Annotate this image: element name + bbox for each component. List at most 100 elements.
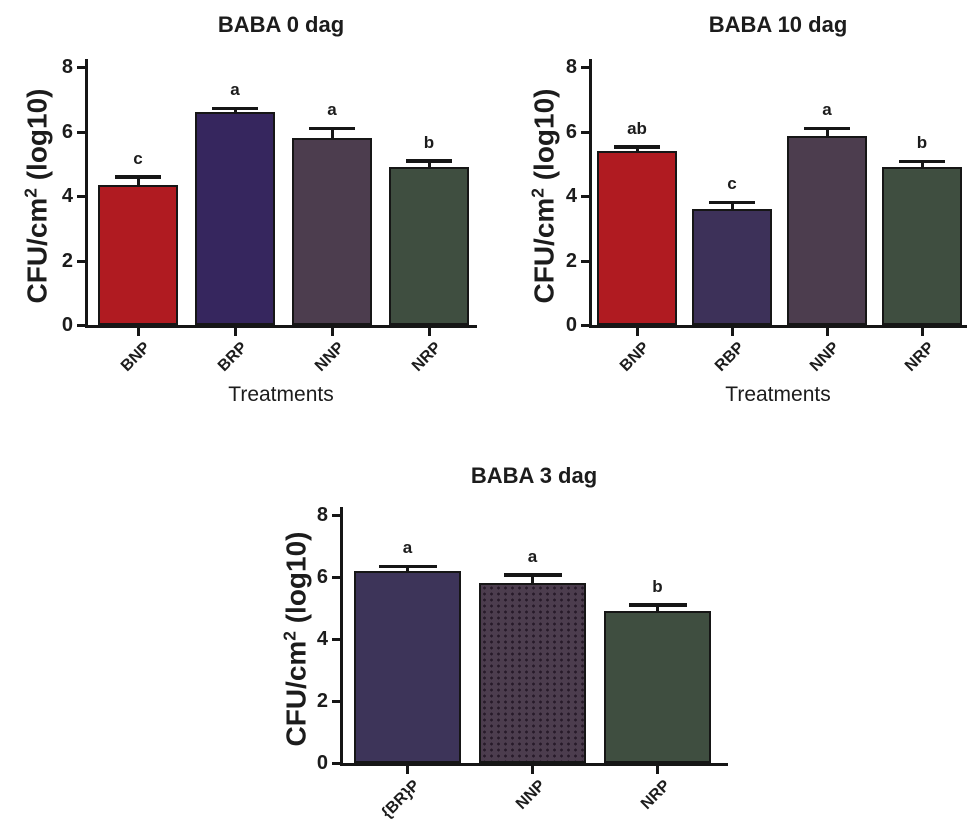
significance-letter: b — [423, 132, 435, 152]
error-bar-cap — [899, 159, 945, 164]
y-axis-line — [589, 59, 592, 328]
x-category-label: NRP — [409, 339, 446, 375]
error-bar-stem — [825, 128, 829, 137]
y-tick-mark — [77, 66, 85, 69]
bar-{BR}P — [354, 570, 461, 763]
y-tick-label: 8 — [316, 504, 328, 526]
y-axis-line — [85, 59, 88, 328]
significance-letter: c — [133, 148, 143, 168]
x-category-label: {BR}P — [378, 777, 424, 822]
y-tick-label: 0 — [316, 752, 328, 774]
y-tick-mark — [332, 700, 340, 703]
bar-NNP — [479, 583, 586, 763]
y-tick-mark — [332, 514, 340, 517]
bar-BRP — [195, 112, 275, 325]
y-tick-mark — [581, 195, 589, 198]
x-category-label: NNP — [807, 339, 844, 375]
x-tick-mark — [233, 328, 237, 336]
x-tick-mark — [427, 328, 431, 336]
bar-BNP — [597, 150, 677, 325]
x-category-label: NRP — [637, 777, 674, 813]
y-tick-label: 4 — [316, 628, 328, 650]
x-axis-line — [85, 325, 477, 328]
x-category-label: NNP — [312, 339, 349, 375]
error-bar-cap — [614, 145, 660, 149]
error-bar-stem — [330, 128, 334, 138]
y-tick-label: 2 — [565, 249, 577, 272]
x-tick-mark — [330, 328, 334, 336]
error-bar-stem — [427, 160, 431, 167]
error-bar-cap — [804, 126, 850, 131]
error-bar-stem — [406, 566, 409, 571]
x-axis-title: Treatments — [228, 383, 334, 406]
y-tick-mark — [77, 324, 85, 327]
y-tick-label: 8 — [61, 56, 73, 78]
y-tick-mark — [77, 130, 85, 134]
error-bar-cap — [378, 564, 437, 569]
chart-title: BABA 3 dag — [470, 463, 598, 488]
y-tick-label: 6 — [61, 120, 73, 143]
chart-baba-10-dag: BABA 10 dag CFU/cm2 (log10) 0 2 4 6 8 ab BNP c R… — [489, 0, 978, 420]
error-bar-cap — [212, 106, 258, 111]
y-tick-mark — [77, 259, 85, 263]
y-tick-label: 2 — [316, 690, 328, 712]
x-category-label: BNP — [617, 339, 654, 375]
error-bar-cap — [309, 126, 355, 131]
x-tick-mark — [635, 328, 639, 336]
y-tick-label: 6 — [316, 566, 328, 588]
y-tick-label: 2 — [61, 249, 73, 272]
significance-letter: a — [527, 546, 538, 566]
bar-NRP — [389, 166, 469, 325]
y-tick-mark — [332, 638, 340, 641]
significance-letter: a — [402, 538, 413, 558]
y-tick-label: 0 — [61, 314, 73, 336]
chart-title: BABA 10 dag — [708, 12, 848, 37]
y-tick-mark — [581, 259, 589, 263]
significance-letter: a — [822, 100, 832, 120]
y-tick-label: 8 — [565, 56, 577, 78]
y-tick-label: 4 — [565, 185, 577, 207]
y-tick-label: 0 — [565, 314, 577, 336]
bar-BNP — [98, 184, 178, 325]
y-tick-mark — [77, 195, 85, 198]
y-tick-mark — [581, 130, 589, 134]
x-tick-mark — [136, 328, 140, 336]
x-category-label: NNP — [512, 777, 549, 813]
chart-baba-0-dag: BABA 0 dag CFU/cm2 (log10) 0 2 4 6 8 c BNP a BRP… — [0, 0, 489, 420]
y-tick-mark — [332, 576, 340, 579]
x-tick-mark — [825, 328, 829, 336]
significance-letter: a — [327, 100, 337, 120]
x-tick-mark — [406, 766, 409, 774]
error-bar-cap — [115, 175, 161, 179]
error-bar-stem — [730, 202, 734, 209]
error-bar-cap — [503, 573, 562, 577]
error-bar-cap — [628, 603, 687, 607]
y-axis-line — [340, 507, 343, 766]
x-axis-title: Treatments — [725, 383, 831, 406]
significance-letter: ab — [627, 118, 647, 138]
x-axis-line — [340, 763, 728, 766]
plot-area: 0 2 4 6 8 ab BNP c RBP a NNP b NRP — [566, 56, 967, 375]
y-tick-label: 6 — [565, 120, 577, 143]
y-tick-mark — [332, 762, 340, 765]
error-bar-stem — [531, 574, 534, 584]
plot-area: 0 2 4 6 8 c BNP a BRP a NNP b NRP — [62, 56, 477, 375]
error-bar-stem — [920, 161, 924, 167]
y-tick-mark — [581, 324, 589, 327]
chart-title: BABA 0 dag — [217, 12, 345, 37]
error-bar-cap — [406, 159, 452, 163]
bar-RBP — [692, 208, 772, 325]
plot-area: 0 2 4 6 8 a {BR}P a NNP b NRP — [317, 504, 728, 822]
chart-baba-3-dag: BABA 3 dag CFU/cm2 (log10) 0 2 4 6 8 a {BR}P a N… — [240, 445, 738, 836]
x-category-label: RBP — [712, 339, 749, 375]
bar-NNP — [292, 137, 372, 325]
x-category-label: NRP — [902, 339, 939, 375]
significance-letter: a — [230, 80, 240, 100]
error-bar-cap — [709, 200, 755, 205]
x-tick-mark — [730, 328, 734, 336]
x-tick-mark — [531, 766, 534, 774]
y-tick-label: 4 — [61, 185, 73, 207]
significance-letter: c — [727, 174, 737, 194]
x-axis-line — [589, 325, 967, 328]
